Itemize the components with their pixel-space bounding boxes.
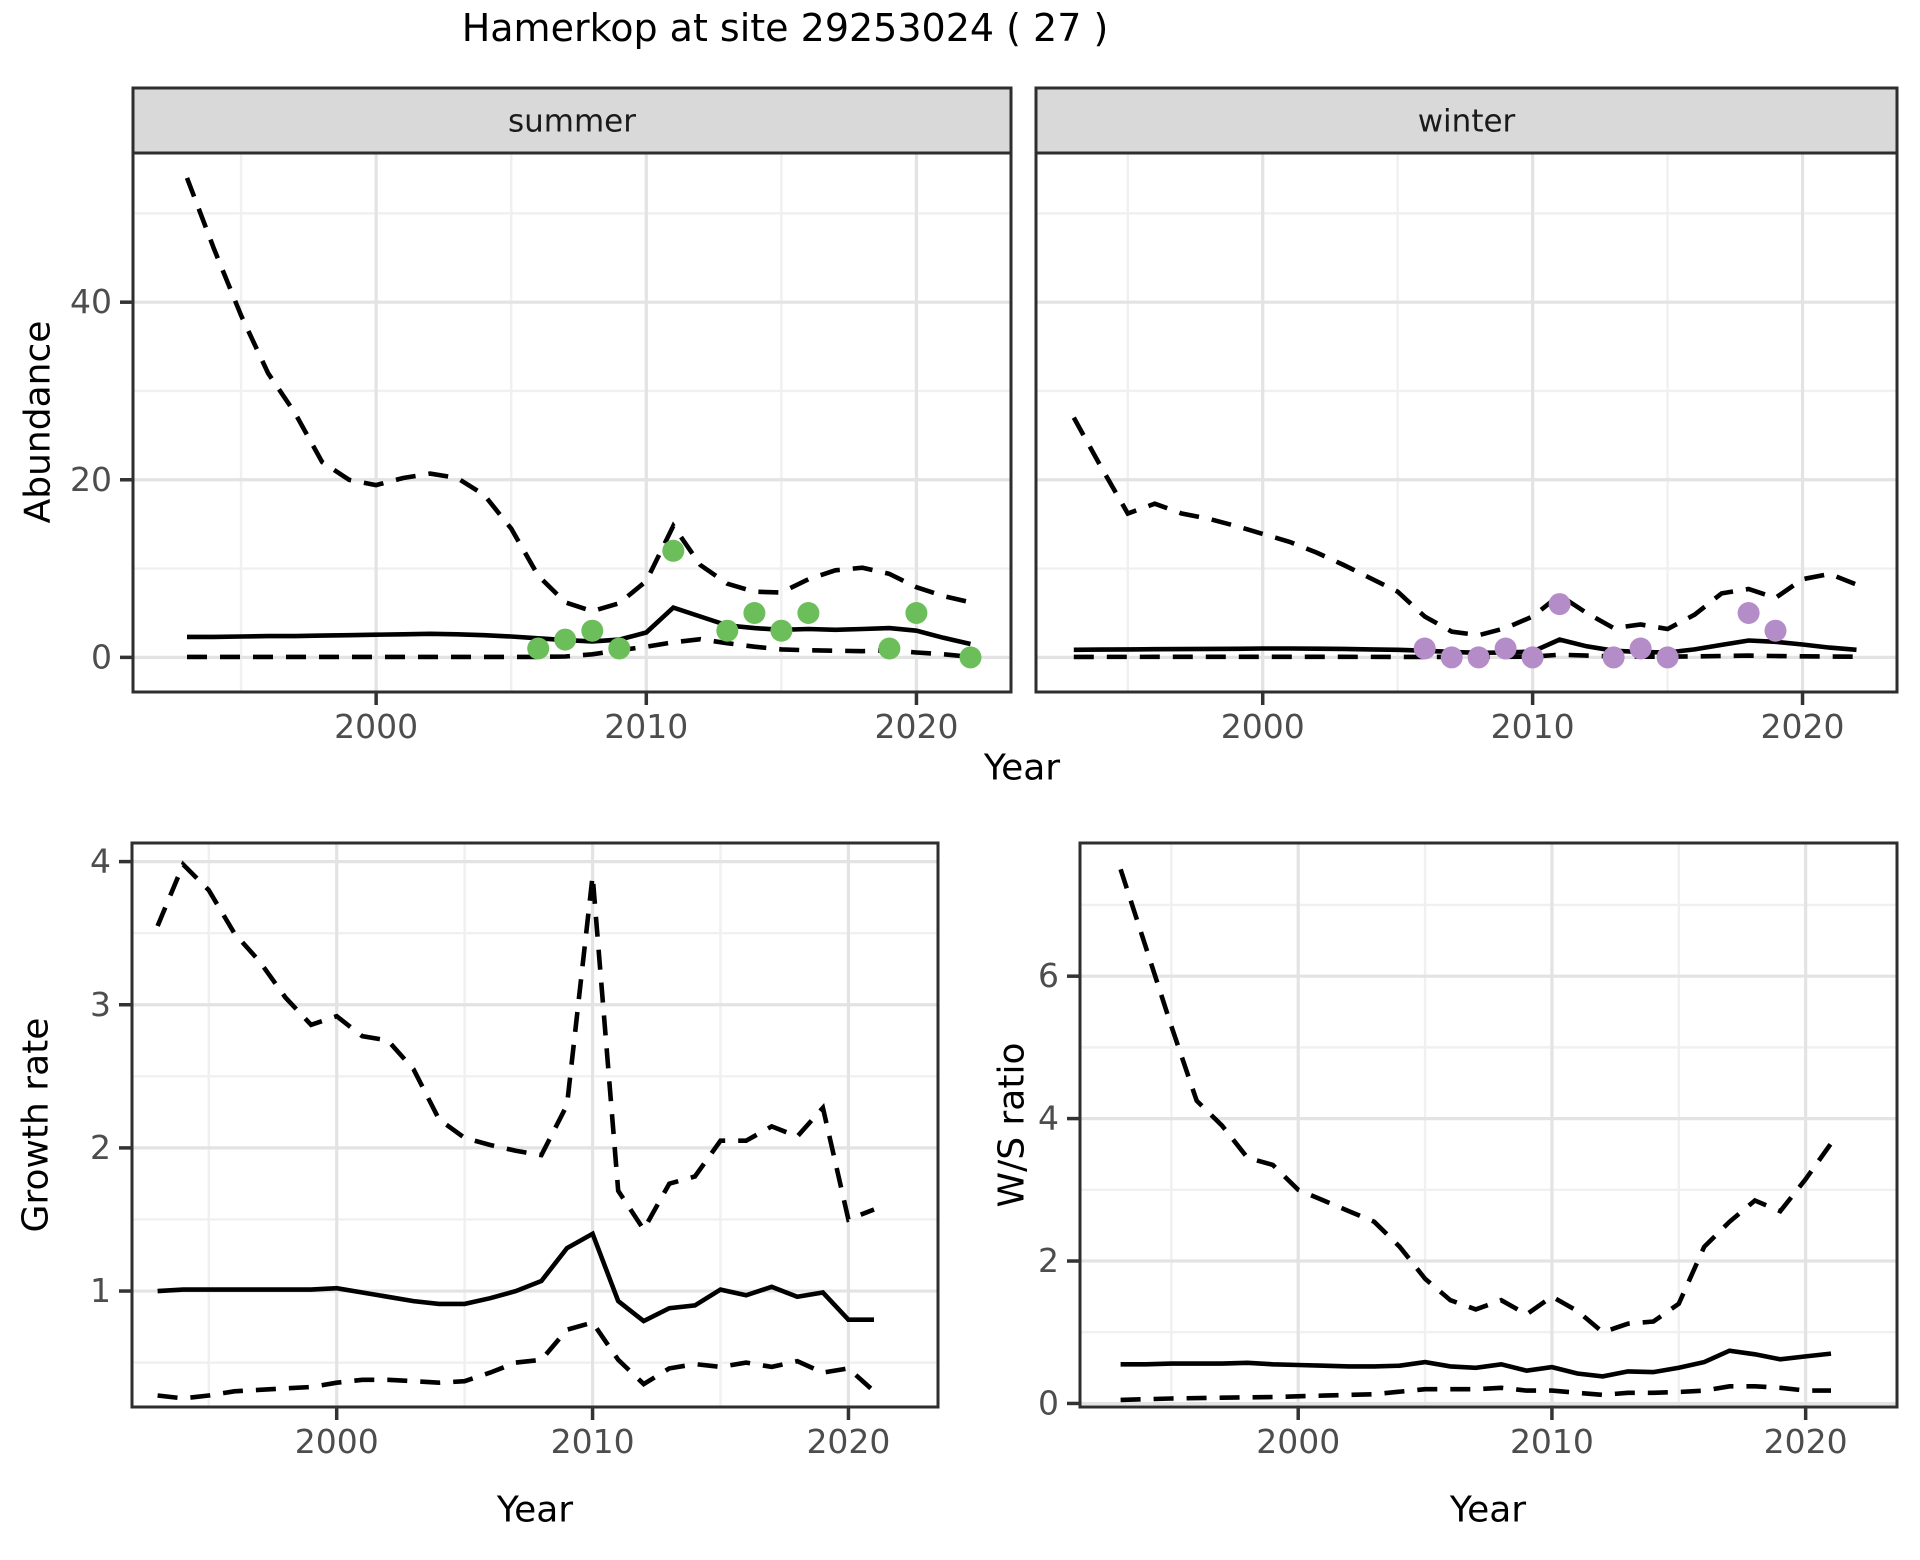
observation-point — [797, 602, 820, 624]
observations-group — [527, 539, 982, 669]
y-tick-label: 0 — [1038, 1383, 1059, 1422]
y-tick-label: 20 — [70, 460, 112, 499]
series-group — [1118, 868, 1833, 1403]
upper-ci-line — [184, 177, 972, 614]
x-tick-label: 2000 — [295, 1422, 379, 1461]
observation-point — [1413, 637, 1436, 660]
facet-strip-label: winter — [1418, 104, 1516, 140]
lower-ci-line — [1120, 1384, 1831, 1403]
facet-strip-label: summer — [508, 104, 636, 140]
y-tick-label: 40 — [70, 282, 112, 321]
observation-point — [581, 619, 604, 642]
x-tick-label: 2020 — [1764, 1422, 1848, 1461]
y-tick-label: 1 — [90, 1271, 111, 1310]
x-tick-label: 2010 — [604, 707, 688, 746]
observation-point — [1467, 646, 1490, 669]
panel-background — [1036, 153, 1897, 692]
panel-background — [132, 843, 938, 1407]
x-axis-title-bottom-right: Year — [1449, 1489, 1527, 1531]
observation-point — [1764, 619, 1787, 642]
y-tick-label: 2 — [90, 1128, 111, 1167]
observation-point — [1521, 646, 1544, 669]
y-axis-title-ws: W/S ratio — [991, 1042, 1033, 1208]
observation-point — [1548, 593, 1571, 616]
x-tick-label: 2000 — [334, 707, 418, 746]
plot-title: Hamerkop at site 29253024 ( 27 ) — [461, 6, 1109, 50]
median-line — [1120, 1348, 1832, 1379]
observation-point — [905, 602, 928, 624]
observation-point — [662, 539, 685, 562]
median-line — [1073, 637, 1857, 656]
observation-point — [608, 637, 631, 660]
panel-abundance_summer: summer 2000 2010 2020 0 20 40 — [70, 86, 1013, 746]
observations-group — [1413, 593, 1787, 669]
observation-point — [1602, 646, 1625, 669]
observation-point — [770, 619, 793, 642]
y-tick-label: 0 — [91, 637, 112, 676]
observation-point — [1656, 646, 1679, 669]
x-axis-title-bottom-left: Year — [496, 1489, 574, 1531]
panel-growth_rate: 2000 2010 2020 1 2 3 4 — [90, 841, 940, 1461]
x-tick-label: 2020 — [874, 707, 958, 746]
panel-border — [1078, 841, 1899, 1409]
y-axis-title-growth: Growth rate — [15, 1017, 57, 1233]
x-tick-label: 2010 — [1510, 1422, 1594, 1461]
x-tick-label: 2020 — [806, 1422, 890, 1461]
observation-point — [743, 602, 766, 624]
upper-ci-line — [1118, 868, 1833, 1335]
observation-point — [716, 619, 739, 642]
upper-ci-line — [1071, 416, 1858, 638]
lower-ci-line — [187, 636, 971, 660]
panel-border — [130, 841, 940, 1409]
observation-point — [1440, 646, 1463, 669]
x-tick-label: 2020 — [1761, 707, 1845, 746]
observation-point — [1629, 637, 1652, 660]
upper-ci-line — [155, 860, 875, 1234]
observation-point — [959, 646, 982, 669]
observation-point — [1737, 602, 1760, 624]
y-axis-title-abundance: Abundance — [17, 320, 59, 524]
y-tick-label: 4 — [90, 842, 111, 881]
panel-abundance_winter: winter 2000 2010 2020 — [1034, 86, 1899, 746]
series-group — [155, 860, 876, 1401]
panel-ws_ratio: 2000 2010 2020 0 2 4 6 — [1038, 841, 1899, 1461]
observation-point — [554, 628, 577, 651]
x-tick-label: 2000 — [1256, 1422, 1340, 1461]
x-tick-label: 2010 — [1491, 707, 1575, 746]
observation-point — [878, 637, 901, 660]
x-tick-label: 2000 — [1221, 707, 1305, 746]
y-tick-label: 6 — [1038, 956, 1059, 995]
observation-point — [527, 637, 550, 660]
series-group — [184, 177, 972, 660]
facet-strip — [131, 86, 1013, 155]
observation-point — [1494, 637, 1517, 660]
facet-strip — [1034, 86, 1899, 155]
panel-background — [133, 153, 1011, 692]
x-tick-label: 2010 — [551, 1422, 635, 1461]
y-tick-label: 2 — [1038, 1241, 1059, 1280]
y-tick-label: 3 — [90, 985, 111, 1024]
x-axis-title-top: Year — [983, 747, 1061, 789]
median-line — [187, 604, 972, 647]
y-tick-label: 4 — [1038, 1099, 1059, 1138]
median-line — [157, 1230, 874, 1324]
panel-background — [1080, 843, 1897, 1407]
